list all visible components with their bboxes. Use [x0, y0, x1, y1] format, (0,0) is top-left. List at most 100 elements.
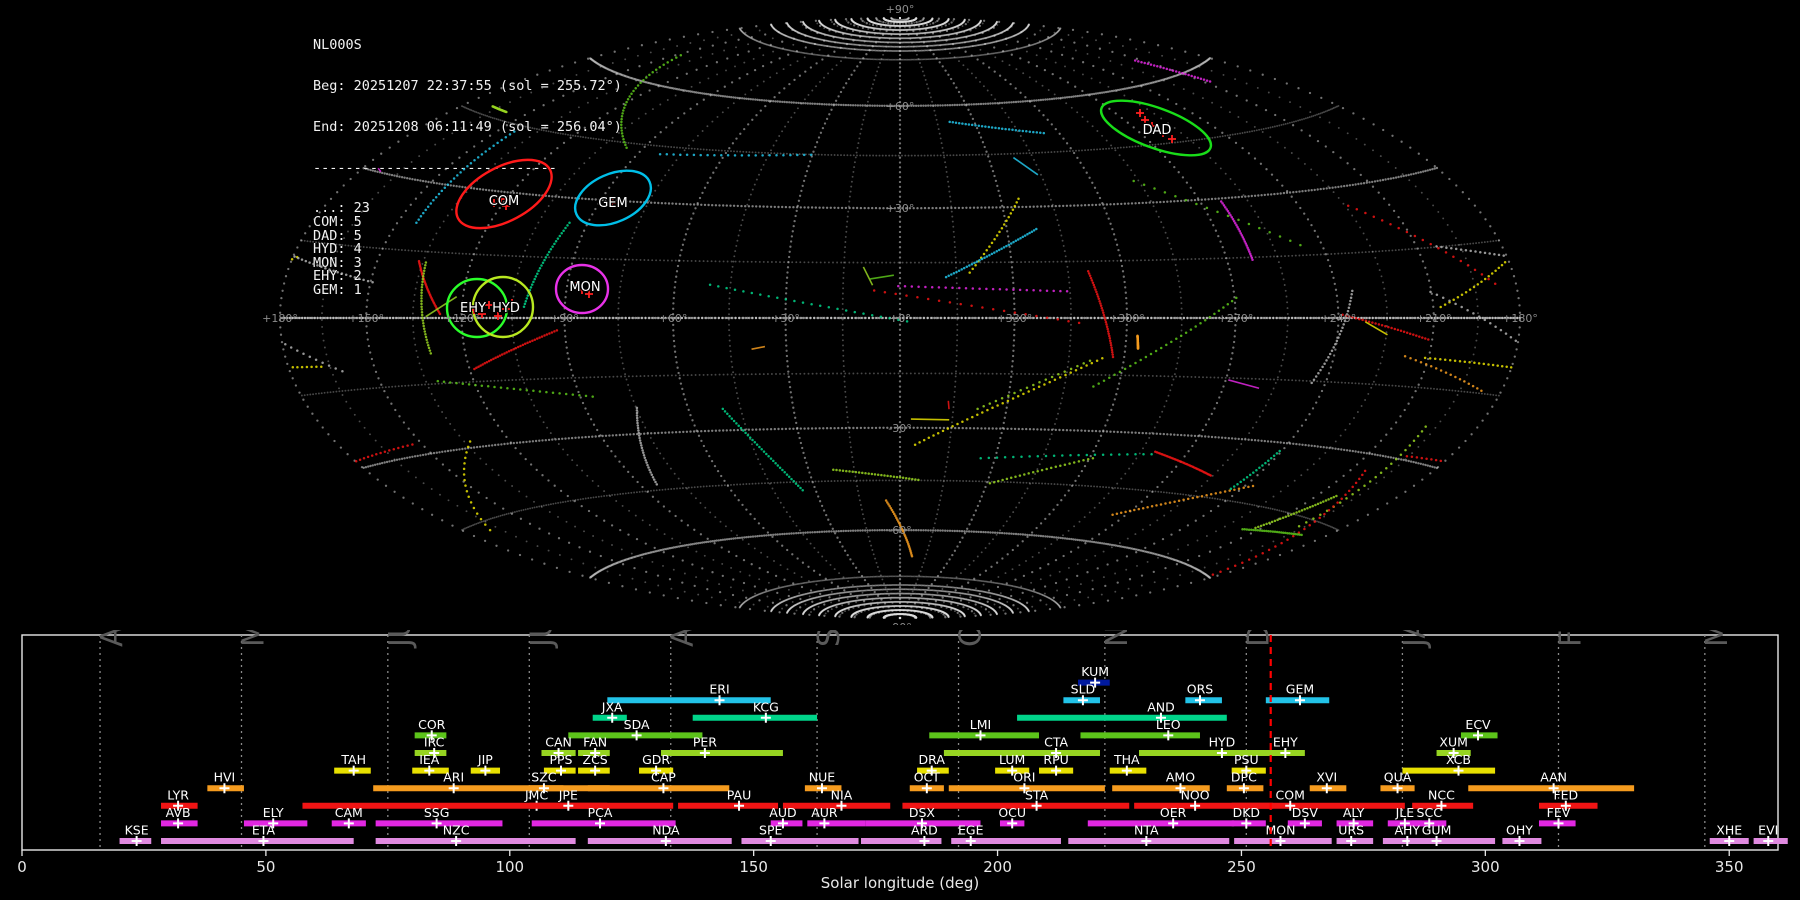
shower-bar-label-com: COM — [1276, 787, 1305, 802]
session-begin: Beg: 20251207 22:37:55 (sol = 255.72°) — [313, 77, 622, 94]
shower-peak-marker — [1241, 818, 1252, 829]
shower-bar-label-dkd: DKD — [1233, 805, 1260, 820]
x-tick-label: 250 — [1227, 858, 1256, 876]
shower-peak-marker — [1285, 800, 1296, 811]
shower-bar-label-cam: CAM — [335, 805, 363, 820]
shower-peak-marker — [777, 818, 788, 829]
sky-map-svg: +180° +150° +120° +90° +60° +30° +0° +330° +300°… — [262, 3, 1538, 625]
shower-peak-marker — [1763, 836, 1774, 846]
shower-peak-marker — [348, 765, 359, 776]
shower-peak-marker — [1275, 836, 1286, 846]
shower-peak-marker — [1175, 783, 1186, 794]
shower-peak-marker — [1724, 836, 1735, 846]
shower-bar-label-jmc: JMC — [524, 787, 548, 802]
lat-label: -90° — [888, 621, 911, 625]
shower-peak-marker — [699, 748, 710, 758]
radiant-cross-icon — [1168, 135, 1176, 143]
shower-bar-label-jip: JIP — [477, 752, 493, 767]
shower-peak-marker — [1051, 748, 1062, 758]
grid-labels: +180° +150° +120° +90° +60° +30° +0° +330° +300°… — [262, 3, 1538, 625]
shower-bar-label-hvi: HVI — [214, 770, 236, 785]
radiant-cross-icon — [470, 306, 478, 314]
shower-bar-label-szc: SZC — [531, 770, 556, 785]
shower-peak-marker — [975, 730, 986, 741]
shower-peak-marker — [926, 765, 937, 776]
radiant-label-gem: GEM — [598, 196, 628, 211]
shower-bar-label-dsv: DSV — [1292, 805, 1319, 820]
radiant-cross-icon — [502, 202, 510, 210]
shower-bar-label-iea: IEA — [419, 752, 440, 767]
x-tick-label: 150 — [739, 858, 768, 876]
shower-peak-marker — [219, 783, 230, 794]
shower-bar-label-gdr: GDR — [642, 752, 670, 767]
shower-peak-marker — [1238, 783, 1249, 794]
shower-bar-label-gum: GUM — [1422, 823, 1452, 838]
shower-bar-label-fan: FAN — [583, 735, 607, 750]
shower-peak-marker — [1399, 818, 1410, 829]
shower-bar-label-lum: LUM — [999, 752, 1025, 767]
shower-peak-marker — [765, 836, 776, 846]
shower-peak-marker — [607, 712, 618, 723]
shower-peak-marker — [1031, 800, 1042, 811]
shower-bar-label-kum: KUM — [1081, 664, 1109, 679]
lon-label: +0° — [889, 312, 911, 325]
shower-bar-label-evi: EVI — [1758, 823, 1778, 838]
radiant-cross-icon — [1148, 122, 1156, 130]
shower-bar-label-ari: ARI — [443, 770, 464, 785]
shower-peak-marker — [1190, 800, 1201, 811]
shower-peak-marker — [1424, 818, 1435, 829]
shower-bars: KUM SLD ORS GEM ERI JXA KCG AND COR SDA LMI LEO ECV I… — [119, 664, 1788, 846]
x-axis-label: Solar longitude (deg) — [821, 874, 979, 892]
shower-bar-label-kcg: KCG — [753, 699, 779, 714]
shower-peak-marker — [343, 818, 354, 829]
shower-peak-marker — [431, 818, 442, 829]
shower-peak-marker — [651, 765, 662, 776]
shower-peak-marker — [538, 783, 549, 794]
shower-bar-label-kse: KSE — [125, 823, 149, 838]
radiant-cross-icon — [478, 310, 486, 318]
shower-peak-marker — [734, 800, 745, 811]
shower-peak-marker — [1121, 765, 1132, 776]
x-tick-label: 50 — [256, 858, 275, 876]
radiant-ellipses — [445, 99, 1213, 339]
timeline-frame — [21, 634, 1779, 851]
radiant-ellipse-dad — [1099, 99, 1213, 157]
shower-bar-label-ecv: ECV — [1465, 717, 1491, 732]
shower-bar-label-aud: AUD — [769, 805, 796, 820]
shower-peak-marker — [1019, 783, 1030, 794]
shower-bar-label-xum: XUM — [1439, 735, 1468, 750]
shower-bar-label-nta: NTA — [1134, 823, 1159, 838]
shower-peak-marker — [1051, 765, 1062, 776]
shower-bar-label-jpe: JPE — [558, 787, 578, 802]
shower-peak-marker — [760, 712, 771, 723]
shower-peak-marker — [451, 836, 462, 846]
radiant-cross-icon — [485, 301, 493, 309]
x-axis: 0 50 100 150 200 250 300 350 — [17, 850, 1744, 876]
shower-peak-marker — [1473, 730, 1484, 741]
shower-peak-marker — [1141, 836, 1152, 846]
month-label-nov: NOV — [1100, 630, 1135, 647]
radiant-label-hyd: HYD — [492, 301, 520, 316]
shower-bar-label-ahy: AHY — [1394, 823, 1420, 838]
shower-peak-marker — [555, 765, 566, 776]
radiant-label-mon: MON — [569, 280, 600, 295]
activity-timeline: APR MAY JUN JUL AUG SEP OCT NOV DEC JAN FEB MAR KUM… — [0, 630, 1800, 900]
shower-bar-label-fed: FED — [1553, 787, 1578, 802]
shower-bar-label-mon: MON — [1265, 823, 1295, 838]
shower-peak-marker — [1294, 695, 1305, 706]
radiant-cross-icon — [1136, 109, 1144, 117]
shower-bar-label-scc: SCC — [1417, 805, 1443, 820]
shower-bar-label-ssg: SSG — [424, 805, 450, 820]
shower-peak-marker — [426, 730, 437, 741]
month-label-may: MAY — [237, 630, 272, 647]
shower-peak-marker — [1007, 765, 1018, 776]
shower-bar-label-sda: SDA — [624, 717, 650, 732]
shower-peak-marker — [590, 765, 601, 776]
shower-peak-marker — [595, 818, 606, 829]
shower-bar-label-xhe: XHE — [1716, 823, 1742, 838]
radiant-cross-icon — [1159, 129, 1167, 137]
shower-bar-label-cor: COR — [418, 717, 446, 732]
shower-peak-marker — [921, 783, 932, 794]
shower-bar-label-qua: QUA — [1384, 770, 1412, 785]
month-label-dec: DEC — [1241, 630, 1276, 647]
